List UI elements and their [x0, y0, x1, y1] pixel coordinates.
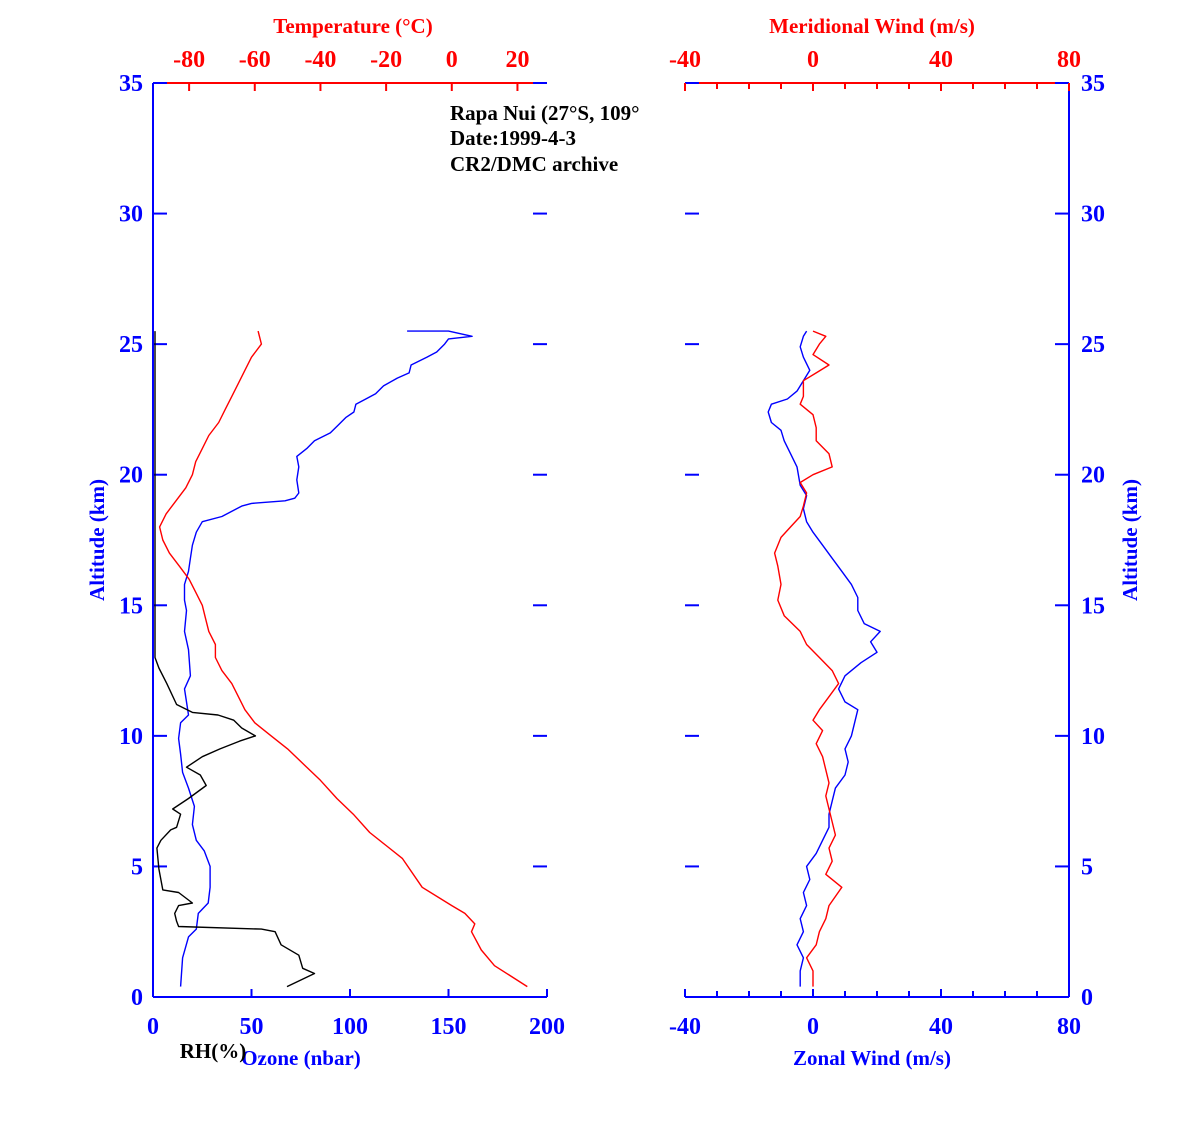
right-top-tick-label: 80 — [1057, 47, 1081, 73]
right-panel-profiles — [767, 330, 881, 987]
right-bottom-tick-label: 40 — [929, 1014, 953, 1040]
right-bottom-tick-label: -40 — [669, 1014, 701, 1040]
zonal-wind-axis-title: Zonal Wind (m/s) — [793, 1046, 951, 1070]
right-altitude-tick-label: 5 — [1081, 854, 1093, 880]
right-top-tick-label: 0 — [807, 47, 819, 73]
left-bottom-tick-label: 100 — [332, 1014, 368, 1040]
temperature-c-profile-line — [158, 330, 528, 988]
left-altitude-tick-label: 15 — [119, 593, 143, 619]
left-altitude-tick-label: 0 — [131, 985, 143, 1011]
left-altitude-tick-label: 10 — [119, 724, 143, 750]
ozone-axis-title: Ozone (nbar) — [241, 1046, 361, 1070]
archive-annotation: CR2/DMC archive — [450, 152, 618, 176]
right-panel-top-ticks: -40 0 40 80 — [669, 47, 1081, 91]
left-altitude-tick-label: 20 — [119, 463, 143, 489]
left-top-tick-label: 20 — [505, 47, 529, 73]
left-panel-bottom-ticks: 0 50 100 150 200 — [147, 989, 565, 1040]
left-altitude-tick-label: 25 — [119, 332, 143, 358]
left-panel-altitude-ticks: 0 5 10 15 20 25 30 35 — [119, 71, 547, 1011]
left-bottom-tick-label: 150 — [431, 1014, 467, 1040]
right-bottom-tick-label: 0 — [807, 1014, 819, 1040]
left-top-tick-label: -20 — [370, 47, 402, 73]
right-altitude-axis-title: Altitude (km) — [1118, 479, 1142, 601]
left-top-tick-label: -80 — [173, 47, 205, 73]
station-annotation: Rapa Nui (27°S, 109° — [450, 101, 640, 125]
right-altitude-tick-label: 25 — [1081, 332, 1105, 358]
right-altitude-tick-label: 30 — [1081, 202, 1105, 228]
rh-profile-line — [154, 331, 316, 988]
left-bottom-tick-label: 200 — [529, 1014, 565, 1040]
zonal-wind-m-s-profile-line — [767, 330, 881, 987]
right-panel-altitude-ticks: 0 5 10 15 20 25 30 35 — [685, 71, 1105, 1011]
right-panel-bottom-ticks: -40 0 40 80 — [669, 989, 1081, 1040]
left-top-tick-label: 0 — [446, 47, 458, 73]
right-altitude-tick-label: 15 — [1081, 593, 1105, 619]
left-altitude-tick-label: 30 — [119, 202, 143, 228]
left-bottom-tick-label: 50 — [240, 1014, 264, 1040]
right-altitude-tick-label: 0 — [1081, 985, 1093, 1011]
meridional-wind-m-s-profile-line — [773, 330, 843, 987]
left-bottom-tick-label: 0 — [147, 1014, 159, 1040]
right-top-tick-label: 40 — [929, 47, 953, 73]
left-altitude-tick-label: 5 — [131, 854, 143, 880]
left-panel-top-ticks: -80 -60 -40 -20 0 20 — [173, 47, 529, 91]
left-top-tick-label: -60 — [239, 47, 271, 73]
left-panel-profiles — [154, 330, 528, 988]
ozone-nbar-profile-line — [177, 330, 473, 987]
right-top-tick-label: -40 — [669, 47, 701, 73]
temperature-axis-title: Temperature (°C) — [273, 14, 432, 38]
date-annotation: Date:1999-4-3 — [450, 126, 576, 150]
left-top-tick-label: -40 — [304, 47, 336, 73]
right-altitude-tick-label: 10 — [1081, 724, 1105, 750]
right-altitude-tick-label: 20 — [1081, 463, 1105, 489]
right-altitude-tick-label: 35 — [1081, 71, 1105, 97]
left-altitude-axis-title: Altitude (km) — [85, 479, 109, 601]
meridional-wind-axis-title: Meridional Wind (m/s) — [769, 14, 975, 38]
right-bottom-tick-label: 80 — [1057, 1014, 1081, 1040]
right-panel: 0 5 10 15 20 25 30 35 -40 0 40 80 -40 0 40 80 Meridio… — [669, 14, 1142, 1070]
left-altitude-tick-label: 35 — [119, 71, 143, 97]
rh-axis-title: RH(%) — [180, 1039, 247, 1063]
